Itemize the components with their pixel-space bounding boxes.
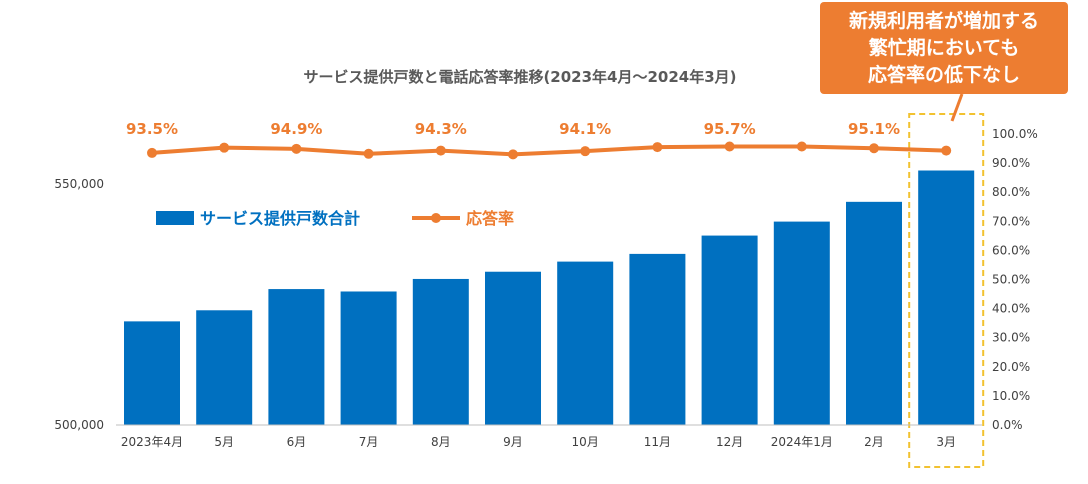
bar-10: [773, 221, 830, 425]
legend-bar-swatch: [156, 211, 194, 225]
rate-label-9: 95.7%: [704, 120, 756, 138]
callout-line-1: 新規利用者が増加する: [848, 9, 1039, 32]
right-tick-label-9: 80.0%: [992, 185, 1030, 199]
x-tick-label-2: 5月: [214, 435, 234, 449]
x-tick-label-11: 2月: [864, 435, 884, 449]
x-tick-label-4: 7月: [359, 435, 379, 449]
rate-point-2: [219, 142, 230, 153]
bar-4: [340, 291, 397, 425]
right-tick-label-4: 30.0%: [992, 331, 1030, 345]
bar-3: [268, 289, 325, 425]
right-tick-label-6: 50.0%: [992, 273, 1030, 287]
rate-point-7: [580, 146, 591, 157]
x-tick-label-5: 8月: [431, 435, 451, 449]
callout-line-2: 繁忙期においても: [868, 36, 1020, 59]
x-tick-label-7: 10月: [572, 435, 599, 449]
bar-2: [196, 310, 253, 425]
x-tick-label-10: 2024年1月: [771, 435, 833, 449]
bar-1: [124, 321, 180, 425]
highlight-box: [908, 113, 985, 468]
right-tick-label-1: 0.0%: [992, 418, 1023, 432]
legend-line-marker: [431, 213, 441, 223]
legend-bar-label: サービス提供戸数合計: [200, 209, 360, 228]
right-tick-label-8: 70.0%: [992, 214, 1030, 228]
rate-point-9: [724, 141, 735, 152]
bar-9: [701, 235, 758, 425]
rate-point-5: [435, 145, 446, 156]
callout-line-3: 応答率の低下なし: [867, 63, 1020, 86]
bar-12: [918, 170, 975, 425]
bar-11: [846, 201, 902, 425]
legend-line-label: 応答率: [466, 209, 514, 228]
x-tick-label-3: 6月: [287, 435, 307, 449]
rate-point-10: [796, 141, 807, 152]
right-tick-label-11: 100.0%: [992, 127, 1038, 141]
rate-point-12: [941, 145, 952, 156]
left-tick-label-1: 500,000: [54, 418, 104, 432]
rate-point-8: [652, 142, 663, 153]
right-tick-label-7: 60.0%: [992, 243, 1030, 257]
right-tick-label-3: 20.0%: [992, 360, 1030, 374]
rate-point-11: [869, 143, 879, 154]
rate-label-11: 95.1%: [848, 120, 900, 138]
x-tick-label-8: 11月: [644, 435, 671, 449]
rate-point-1: [147, 147, 157, 158]
bar-5: [412, 278, 469, 425]
x-tick-label-9: 12月: [716, 435, 743, 449]
right-tick-label-2: 10.0%: [992, 389, 1030, 403]
rate-label-1: 93.5%: [126, 120, 178, 138]
rate-label-5: 94.3%: [415, 120, 467, 138]
bar-6: [485, 271, 541, 425]
x-tick-label-12: 3月: [936, 435, 956, 449]
rate-line: [151, 144, 947, 157]
rate-label-3: 94.9%: [270, 120, 322, 138]
x-tick-label-1: 2023年4月: [121, 435, 183, 449]
callout-box: 新規利用者が増加する 繁忙期においても 応答率の低下なし: [820, 2, 1068, 94]
callout-pointer: [950, 93, 964, 122]
bar-7: [557, 261, 614, 425]
right-tick-label-10: 90.0%: [992, 156, 1030, 170]
left-tick-label-2: 550,000: [54, 177, 104, 191]
bar-8: [629, 253, 686, 425]
rate-point-3: [291, 143, 302, 154]
x-tick-label-6: 9月: [503, 435, 523, 449]
right-tick-label-5: 40.0%: [992, 302, 1030, 316]
rate-point-6: [508, 149, 518, 160]
rate-label-7: 94.1%: [559, 120, 611, 138]
chart-title: サービス提供戸数と電話応答率推移(2023年4月～2024年3月): [303, 68, 736, 86]
rate-point-4: [363, 148, 374, 159]
